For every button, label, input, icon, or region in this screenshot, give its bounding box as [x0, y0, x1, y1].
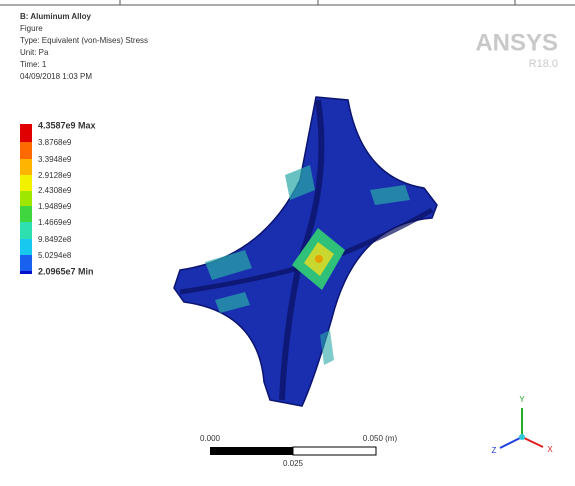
scale-bar — [210, 447, 376, 455]
legend-label: 9.8492e8 — [38, 235, 72, 244]
triad-label: X — [547, 445, 553, 454]
legend-label: 1.9489e9 — [38, 202, 72, 211]
legend-label: 2.4308e9 — [38, 186, 72, 195]
triad-label: Y — [519, 395, 525, 404]
legend-label: 2.9128e9 — [38, 171, 72, 180]
header-line: Unit: Pa — [20, 48, 49, 57]
triad-label: Z — [492, 446, 497, 455]
scale-label: 0.025 — [283, 459, 304, 468]
legend-label: 3.3948e9 — [38, 155, 72, 164]
legend-label: 3.8768e9 — [38, 138, 72, 147]
header-line: 04/09/2018 1:03 PM — [20, 72, 92, 81]
logo-version: R18.0 — [529, 58, 558, 70]
legend-label: 2.0965e7 Min — [38, 266, 94, 276]
header-line: Time: 1 — [20, 60, 47, 69]
legend-bar — [20, 124, 32, 274]
header-line: B: Aluminum Alloy — [20, 12, 92, 21]
header-line: Figure — [20, 24, 43, 33]
legend-label: 1.4669e9 — [38, 218, 72, 227]
legend-label: 5.0294e8 — [38, 251, 72, 260]
logo: ANSYS — [475, 29, 558, 56]
scale-label: 0.000 — [200, 434, 221, 443]
viewport: B: Aluminum Alloy Figure Type: Equivalen… — [0, 0, 575, 481]
scale-label: 0.050 (m) — [363, 434, 398, 443]
header-line: Type: Equivalent (von-Mises) Stress — [20, 36, 148, 45]
legend-label: 4.3587e9 Max — [38, 120, 96, 130]
